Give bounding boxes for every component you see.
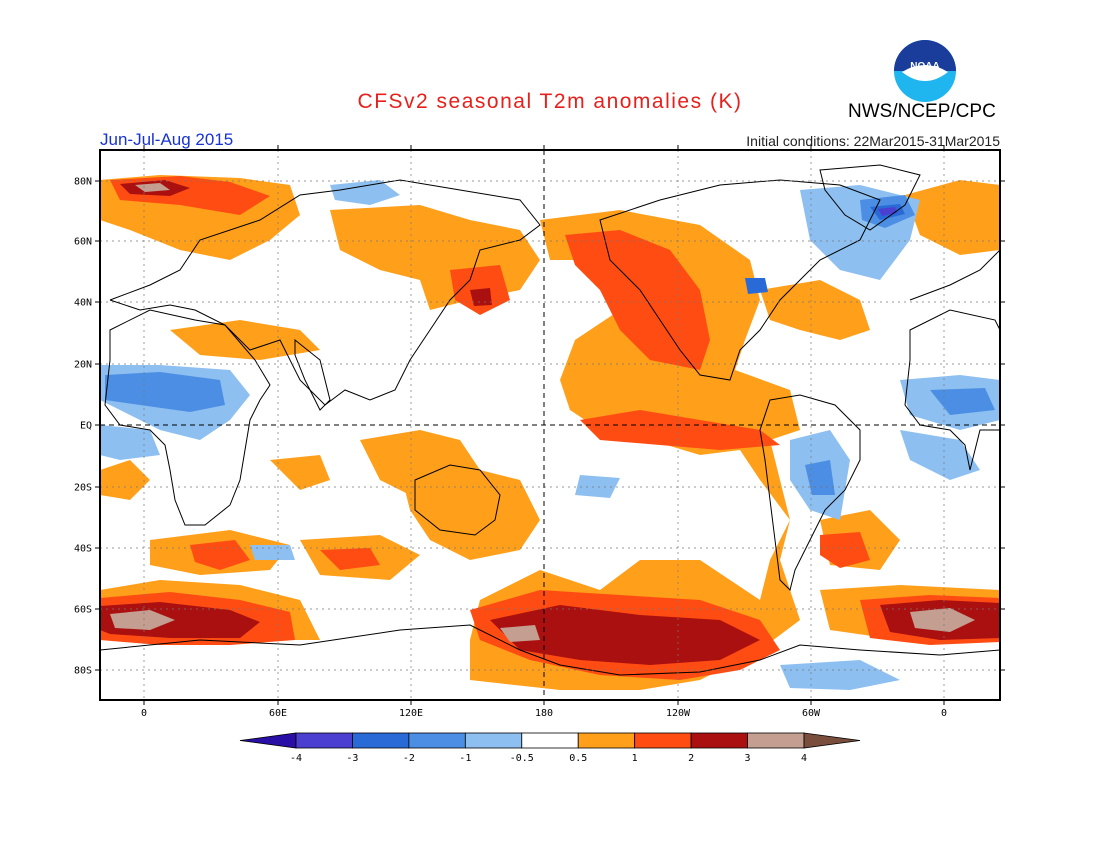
europe-outline-repeat xyxy=(909,249,1000,301)
season-label: Jun-Jul-Aug 2015 xyxy=(100,130,234,149)
lat-label: 60S xyxy=(74,605,92,616)
colorbar-tick-label: 2 xyxy=(688,753,694,764)
africa-outline-repeat xyxy=(904,309,1000,471)
map-grid xyxy=(100,150,1000,700)
lon-label: 180 xyxy=(535,708,553,719)
lon-label: 60W xyxy=(802,708,821,719)
lat-label: 20N xyxy=(74,360,92,371)
colorbar-max-arrow xyxy=(803,732,861,749)
india-outline xyxy=(294,338,331,411)
africa-outline xyxy=(104,309,271,526)
agency-label: NWS/NCEP/CPC xyxy=(848,101,996,122)
chart-title: CFSv2 seasonal T2m anomalies (K) xyxy=(357,90,743,113)
colorbar-segment xyxy=(747,732,805,749)
logo-top-half xyxy=(894,40,956,71)
lon-label: 0 xyxy=(941,708,947,719)
lon-label: 120E xyxy=(399,708,423,719)
colorbar-segment xyxy=(295,732,353,749)
colorbar-tick-label: 1 xyxy=(632,753,638,764)
colorbar-segment xyxy=(408,732,466,749)
anomaly-negative-2 xyxy=(105,195,995,495)
colorbar-tick-label: 0.5 xyxy=(569,753,587,764)
coastlines xyxy=(100,164,1000,676)
anomaly-field xyxy=(100,175,1000,690)
lat-label: 80S xyxy=(74,666,92,677)
lon-label: 120W xyxy=(666,708,691,719)
longitude-axis: 0 60E 120E 180 120W 60W 0 xyxy=(141,145,947,719)
latitude-axis: 80N 60N 40N 20N EQ 20S 40S 60S 80S xyxy=(74,177,1005,677)
colorbar-tick-label: -4 xyxy=(290,753,302,764)
colorbar-segment xyxy=(352,732,410,749)
colorbar-tick-label: -2 xyxy=(403,753,415,764)
lon-label: 0 xyxy=(141,708,147,719)
initial-conditions-label: Initial conditions: 22Mar2015-31Mar2015 xyxy=(746,133,1000,149)
lat-label: 40N xyxy=(74,298,92,309)
greenland-outline xyxy=(819,164,921,231)
noaa-logo: NOAA xyxy=(894,40,956,102)
anomaly-positive-4 xyxy=(110,183,975,642)
lat-label: 40S xyxy=(74,544,92,555)
lat-label: EQ xyxy=(80,421,92,432)
colorbar-tick-label: -0.5 xyxy=(510,753,534,764)
colorbar-segment xyxy=(577,732,636,749)
colorbar-segment xyxy=(634,732,692,749)
colorbar-tick-label: 3 xyxy=(745,753,751,764)
north-america-outline xyxy=(599,179,881,381)
south-america-outline xyxy=(759,394,861,591)
logo-gull-shape xyxy=(902,65,948,81)
colorbar-min-arrow xyxy=(239,732,297,749)
australia-outline xyxy=(414,464,501,536)
lat-label: 20S xyxy=(74,483,92,494)
antarctica-outline xyxy=(100,624,1000,676)
colorbar-tick-label: 4 xyxy=(801,753,807,764)
lat-label: 60N xyxy=(74,237,92,248)
colorbar-tick-label: -1 xyxy=(459,753,471,764)
colorbar-segment xyxy=(690,732,748,749)
colorbar-segment xyxy=(464,732,523,749)
colorbar: -4 -3 -2 -1 -0.5 0.5 1 2 3 4 xyxy=(239,732,861,764)
lat-label: 80N xyxy=(74,177,92,188)
lon-label: 60E xyxy=(269,708,287,719)
colorbar-tick-label: -3 xyxy=(346,753,358,764)
logo-text: NOAA xyxy=(910,61,939,72)
eurasia-outline xyxy=(109,179,541,406)
colorbar-segment xyxy=(521,732,579,749)
